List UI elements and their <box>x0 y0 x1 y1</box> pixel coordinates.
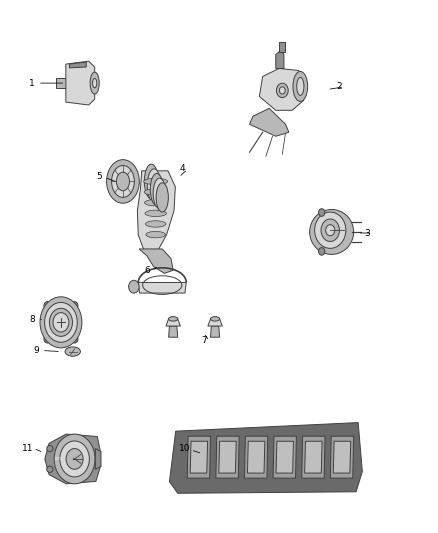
Ellipse shape <box>321 219 339 241</box>
Ellipse shape <box>145 221 166 227</box>
Ellipse shape <box>65 347 81 356</box>
Ellipse shape <box>47 466 53 472</box>
Circle shape <box>276 83 288 98</box>
Ellipse shape <box>169 317 178 321</box>
Polygon shape <box>70 62 86 68</box>
Polygon shape <box>139 249 173 273</box>
Text: 10: 10 <box>179 444 191 453</box>
Polygon shape <box>208 319 222 326</box>
Ellipse shape <box>92 78 97 88</box>
Ellipse shape <box>153 178 166 209</box>
Text: 2: 2 <box>336 82 342 91</box>
Circle shape <box>66 449 83 470</box>
Circle shape <box>60 441 89 477</box>
FancyBboxPatch shape <box>279 43 286 52</box>
Circle shape <box>45 302 77 342</box>
Ellipse shape <box>145 210 166 216</box>
Circle shape <box>40 297 82 348</box>
Text: 11: 11 <box>22 444 34 453</box>
Circle shape <box>49 308 72 336</box>
Ellipse shape <box>47 446 53 451</box>
Polygon shape <box>45 434 100 484</box>
Ellipse shape <box>147 169 161 202</box>
Ellipse shape <box>293 71 307 101</box>
Ellipse shape <box>44 335 51 343</box>
Text: AUTO: AUTO <box>55 457 63 461</box>
Circle shape <box>54 434 95 484</box>
Polygon shape <box>330 436 353 478</box>
Polygon shape <box>169 326 178 337</box>
Ellipse shape <box>211 317 219 321</box>
Polygon shape <box>273 436 297 478</box>
Ellipse shape <box>156 183 168 212</box>
Polygon shape <box>138 282 186 293</box>
Text: 9: 9 <box>34 346 39 355</box>
Polygon shape <box>276 441 293 473</box>
Polygon shape <box>250 108 289 136</box>
Ellipse shape <box>44 302 51 310</box>
Polygon shape <box>259 68 305 110</box>
Ellipse shape <box>150 173 163 205</box>
Ellipse shape <box>144 189 167 195</box>
Ellipse shape <box>112 165 134 197</box>
Polygon shape <box>333 441 351 473</box>
Polygon shape <box>211 326 219 337</box>
Polygon shape <box>170 423 362 493</box>
Text: 7: 7 <box>201 336 207 345</box>
Ellipse shape <box>318 248 325 255</box>
Text: 1: 1 <box>29 78 35 87</box>
Ellipse shape <box>146 231 166 238</box>
Ellipse shape <box>144 178 168 184</box>
Polygon shape <box>190 441 208 473</box>
Ellipse shape <box>117 172 130 191</box>
Polygon shape <box>56 78 66 88</box>
Polygon shape <box>276 51 284 68</box>
Ellipse shape <box>318 209 325 216</box>
Ellipse shape <box>314 212 346 248</box>
Ellipse shape <box>145 199 167 206</box>
Ellipse shape <box>145 164 158 199</box>
Text: 8: 8 <box>29 315 35 324</box>
Ellipse shape <box>297 77 304 95</box>
Circle shape <box>129 280 139 293</box>
Polygon shape <box>302 436 325 478</box>
Ellipse shape <box>71 335 78 343</box>
Polygon shape <box>216 436 239 478</box>
Polygon shape <box>138 171 175 254</box>
Ellipse shape <box>326 225 335 236</box>
Text: 5: 5 <box>96 172 102 181</box>
Text: 4: 4 <box>179 164 185 173</box>
Polygon shape <box>95 449 101 470</box>
Ellipse shape <box>106 160 139 203</box>
Ellipse shape <box>310 209 353 254</box>
Circle shape <box>53 313 69 332</box>
Polygon shape <box>187 436 211 478</box>
Ellipse shape <box>90 72 99 94</box>
Circle shape <box>279 87 285 94</box>
Polygon shape <box>66 61 95 105</box>
Polygon shape <box>219 441 236 473</box>
Polygon shape <box>166 319 180 326</box>
Polygon shape <box>244 436 268 478</box>
Text: 6: 6 <box>144 266 150 275</box>
Polygon shape <box>247 441 265 473</box>
Ellipse shape <box>71 302 78 310</box>
Text: 3: 3 <box>364 229 370 238</box>
Polygon shape <box>305 441 322 473</box>
